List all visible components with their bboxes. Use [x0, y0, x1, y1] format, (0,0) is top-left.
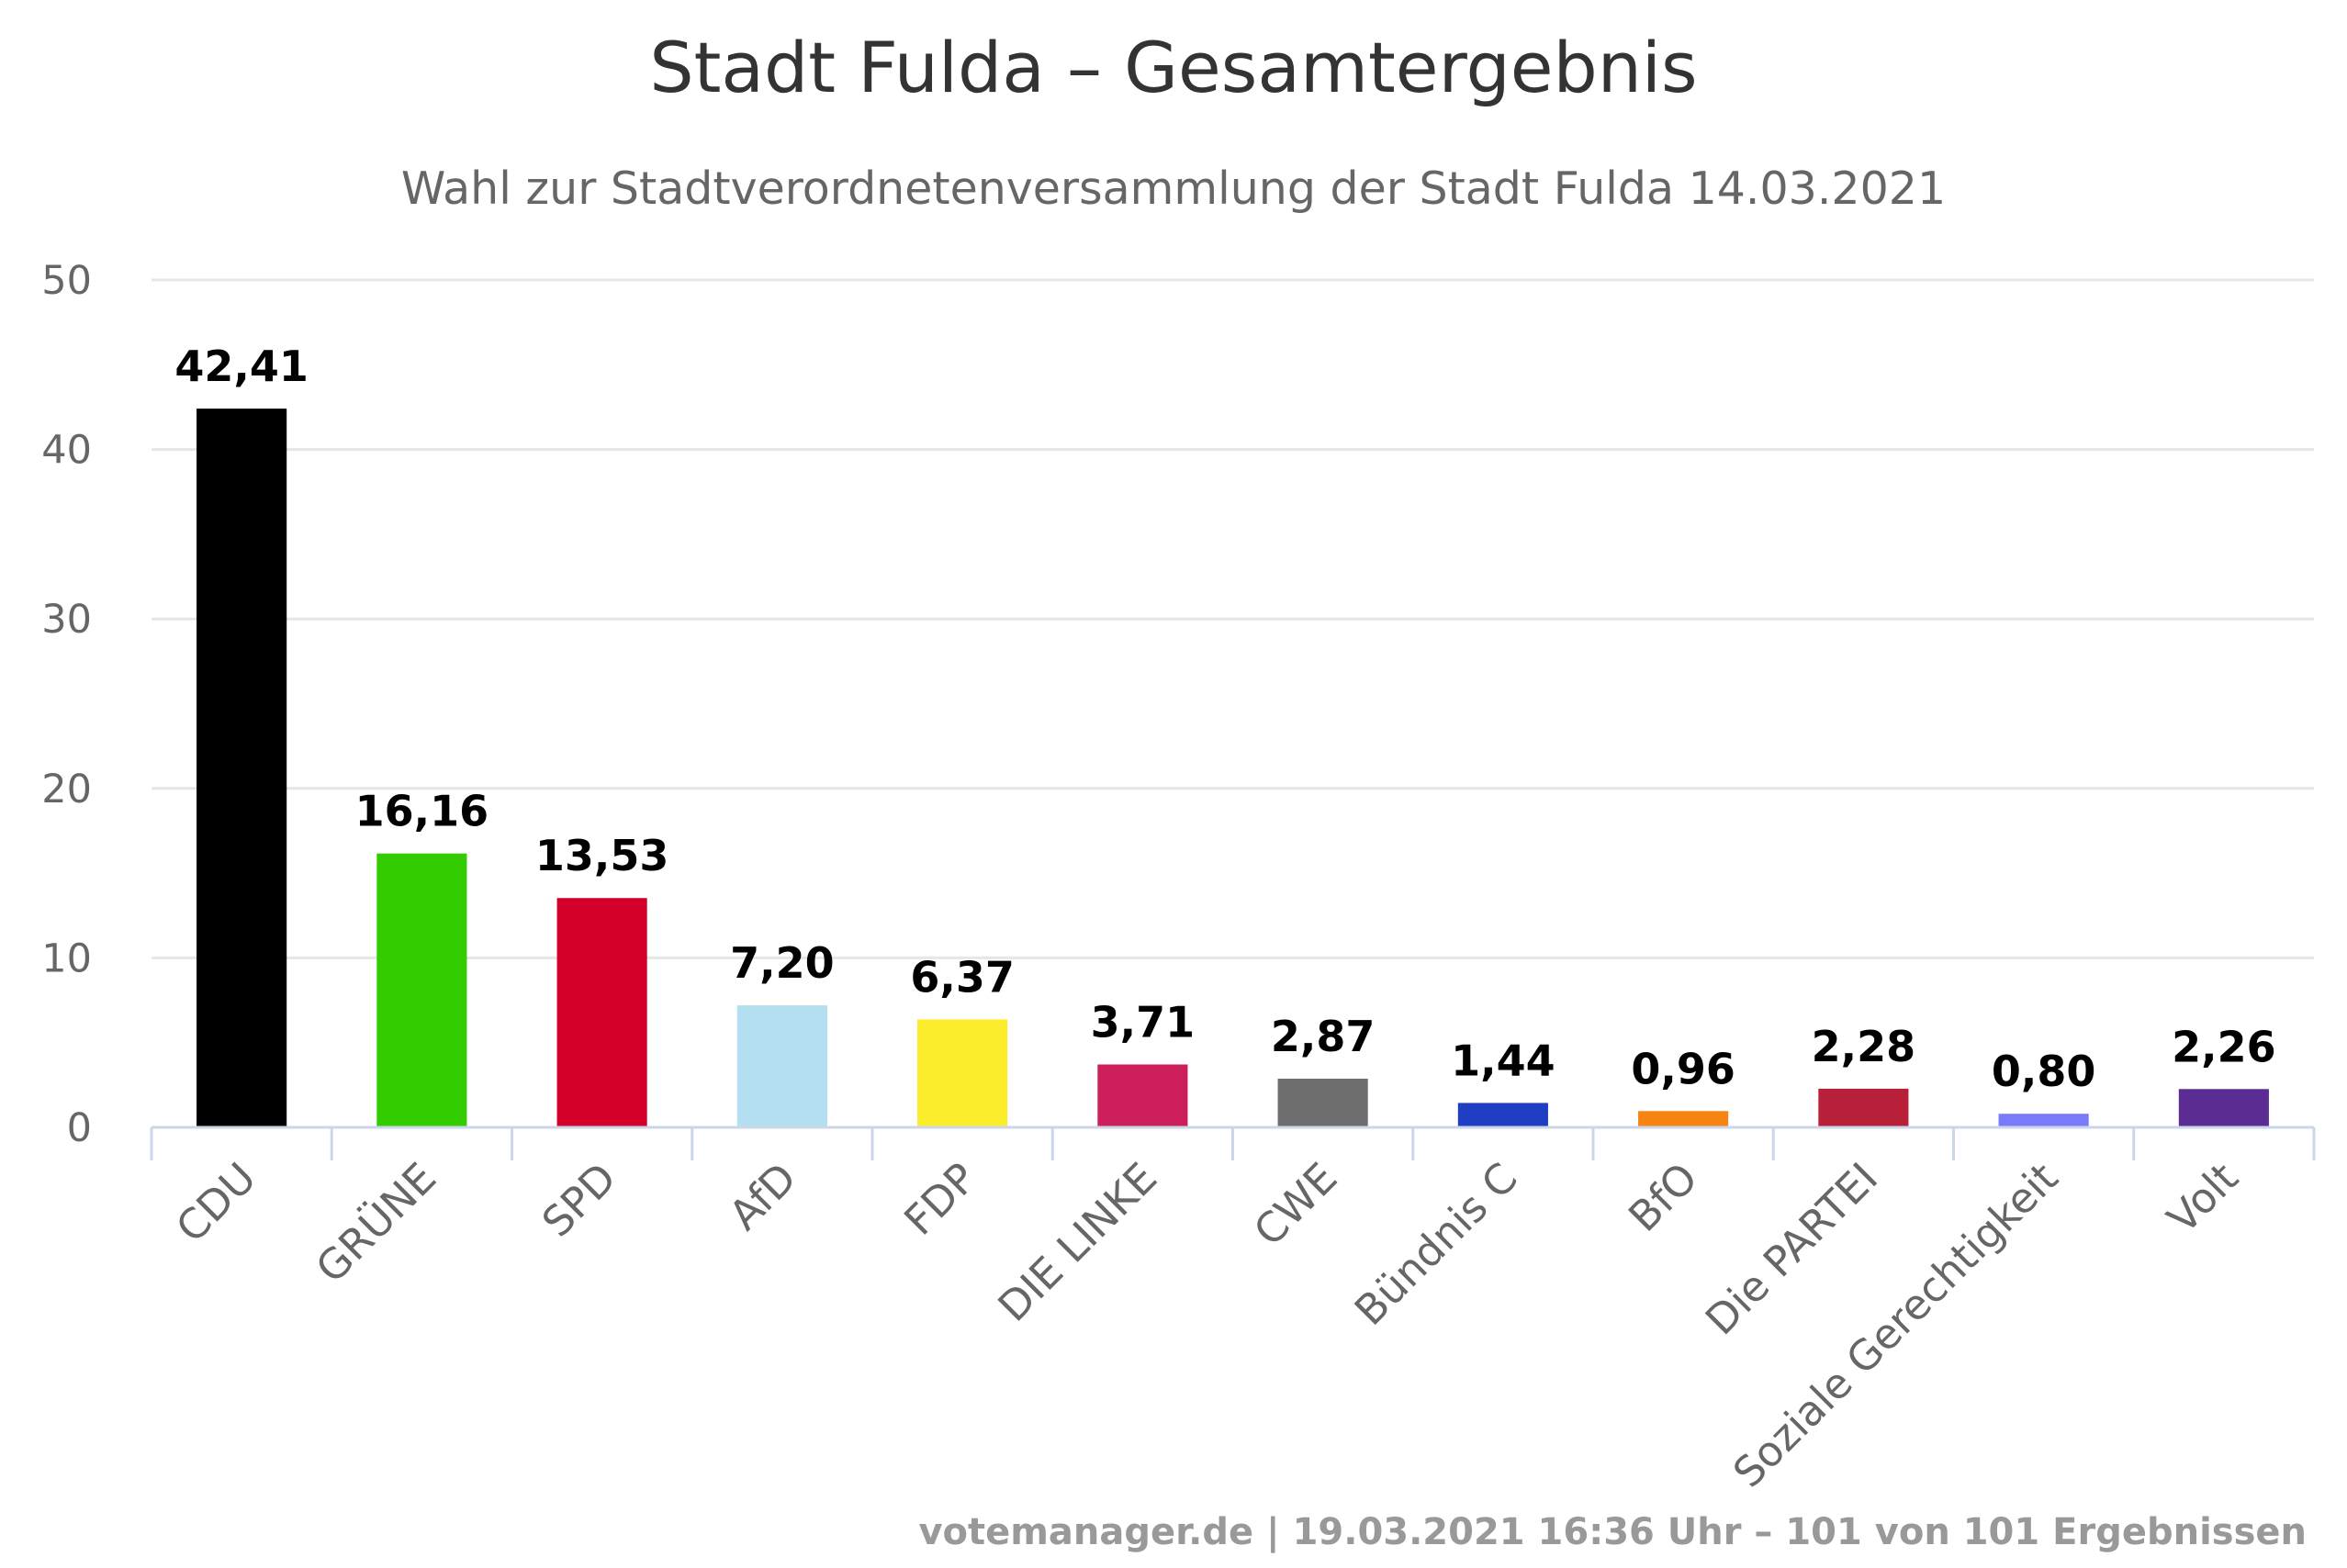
y-tick-label-40: 40 [41, 428, 92, 474]
data-label-7: 1,44 [1451, 1036, 1555, 1085]
data-label-3: 7,20 [730, 938, 835, 988]
x-tick-label-4: FDP [894, 1153, 985, 1244]
data-label-9: 2,28 [1812, 1022, 1916, 1071]
bar-1[interactable] [376, 853, 467, 1127]
bar-6[interactable] [1277, 1079, 1368, 1127]
x-tick-label-10: Soziale Gerechtigkeit [1724, 1153, 2067, 1496]
x-tick-label-1: GRÜNE [307, 1153, 445, 1292]
data-label-8: 0,96 [1631, 1044, 1735, 1093]
bar-0[interactable] [197, 409, 287, 1127]
y-tick-label-50: 50 [41, 258, 92, 304]
data-label-6: 2,87 [1271, 1012, 1376, 1061]
x-tick-label-7: Bündnis C [1345, 1153, 1527, 1335]
bar-8[interactable] [1638, 1111, 1729, 1127]
x-axis [150, 1126, 2316, 1160]
y-tick-label-30: 30 [41, 597, 92, 643]
y-tick-label-0: 0 [67, 1105, 92, 1151]
x-tick-label-8: BfO [1619, 1153, 1707, 1241]
bar-10[interactable] [1998, 1114, 2089, 1127]
bars: 42,41 16,16 13,53 7,20 6,37 3,71 2,87 1,44 0,96 2… [174, 342, 2276, 1127]
bar-2[interactable] [556, 898, 647, 1127]
chart-subtitle: Wahl zur Stadtverordnetenversammlung der… [401, 162, 1946, 215]
y-axis-ticks: 0 10 20 30 40 50 [41, 258, 92, 1151]
gridlines [152, 278, 2314, 959]
x-tick-label-5: DIE LINKE [989, 1153, 1166, 1330]
data-label-4: 6,37 [910, 952, 1015, 1002]
data-label-5: 3,71 [1091, 998, 1196, 1047]
data-label-11: 2,26 [2172, 1022, 2276, 1071]
x-tick-label-9: Die PARTEI [1696, 1153, 1887, 1344]
bar-11[interactable] [2178, 1089, 2269, 1127]
bar-7[interactable] [1457, 1103, 1548, 1127]
x-tick-label-6: CWE [1244, 1153, 1346, 1255]
chart-credits[interactable]: votemanager.de | 19.03.2021 16:36 Uhr – … [918, 1511, 2307, 1554]
data-label-1: 16,16 [355, 787, 489, 836]
data-label-0: 42,41 [174, 342, 309, 391]
x-tick-label-11: Volt [2158, 1153, 2248, 1243]
y-tick-label-20: 20 [41, 767, 92, 812]
x-tick-label-2: SPD [533, 1153, 625, 1246]
y-tick-label-10: 10 [41, 935, 92, 981]
data-label-2: 13,53 [535, 831, 669, 880]
chart-title: Stadt Fulda – Gesamtergebnis [649, 27, 1697, 108]
x-tick-label-0: CDU [166, 1153, 264, 1251]
bar-5[interactable] [1097, 1064, 1188, 1127]
bar-9[interactable] [1818, 1088, 1909, 1127]
bar-4[interactable] [917, 1019, 1008, 1127]
data-label-10: 0,80 [1992, 1047, 2096, 1096]
x-tick-label-3: AfD [720, 1153, 806, 1239]
bar-3[interactable] [736, 1005, 827, 1127]
